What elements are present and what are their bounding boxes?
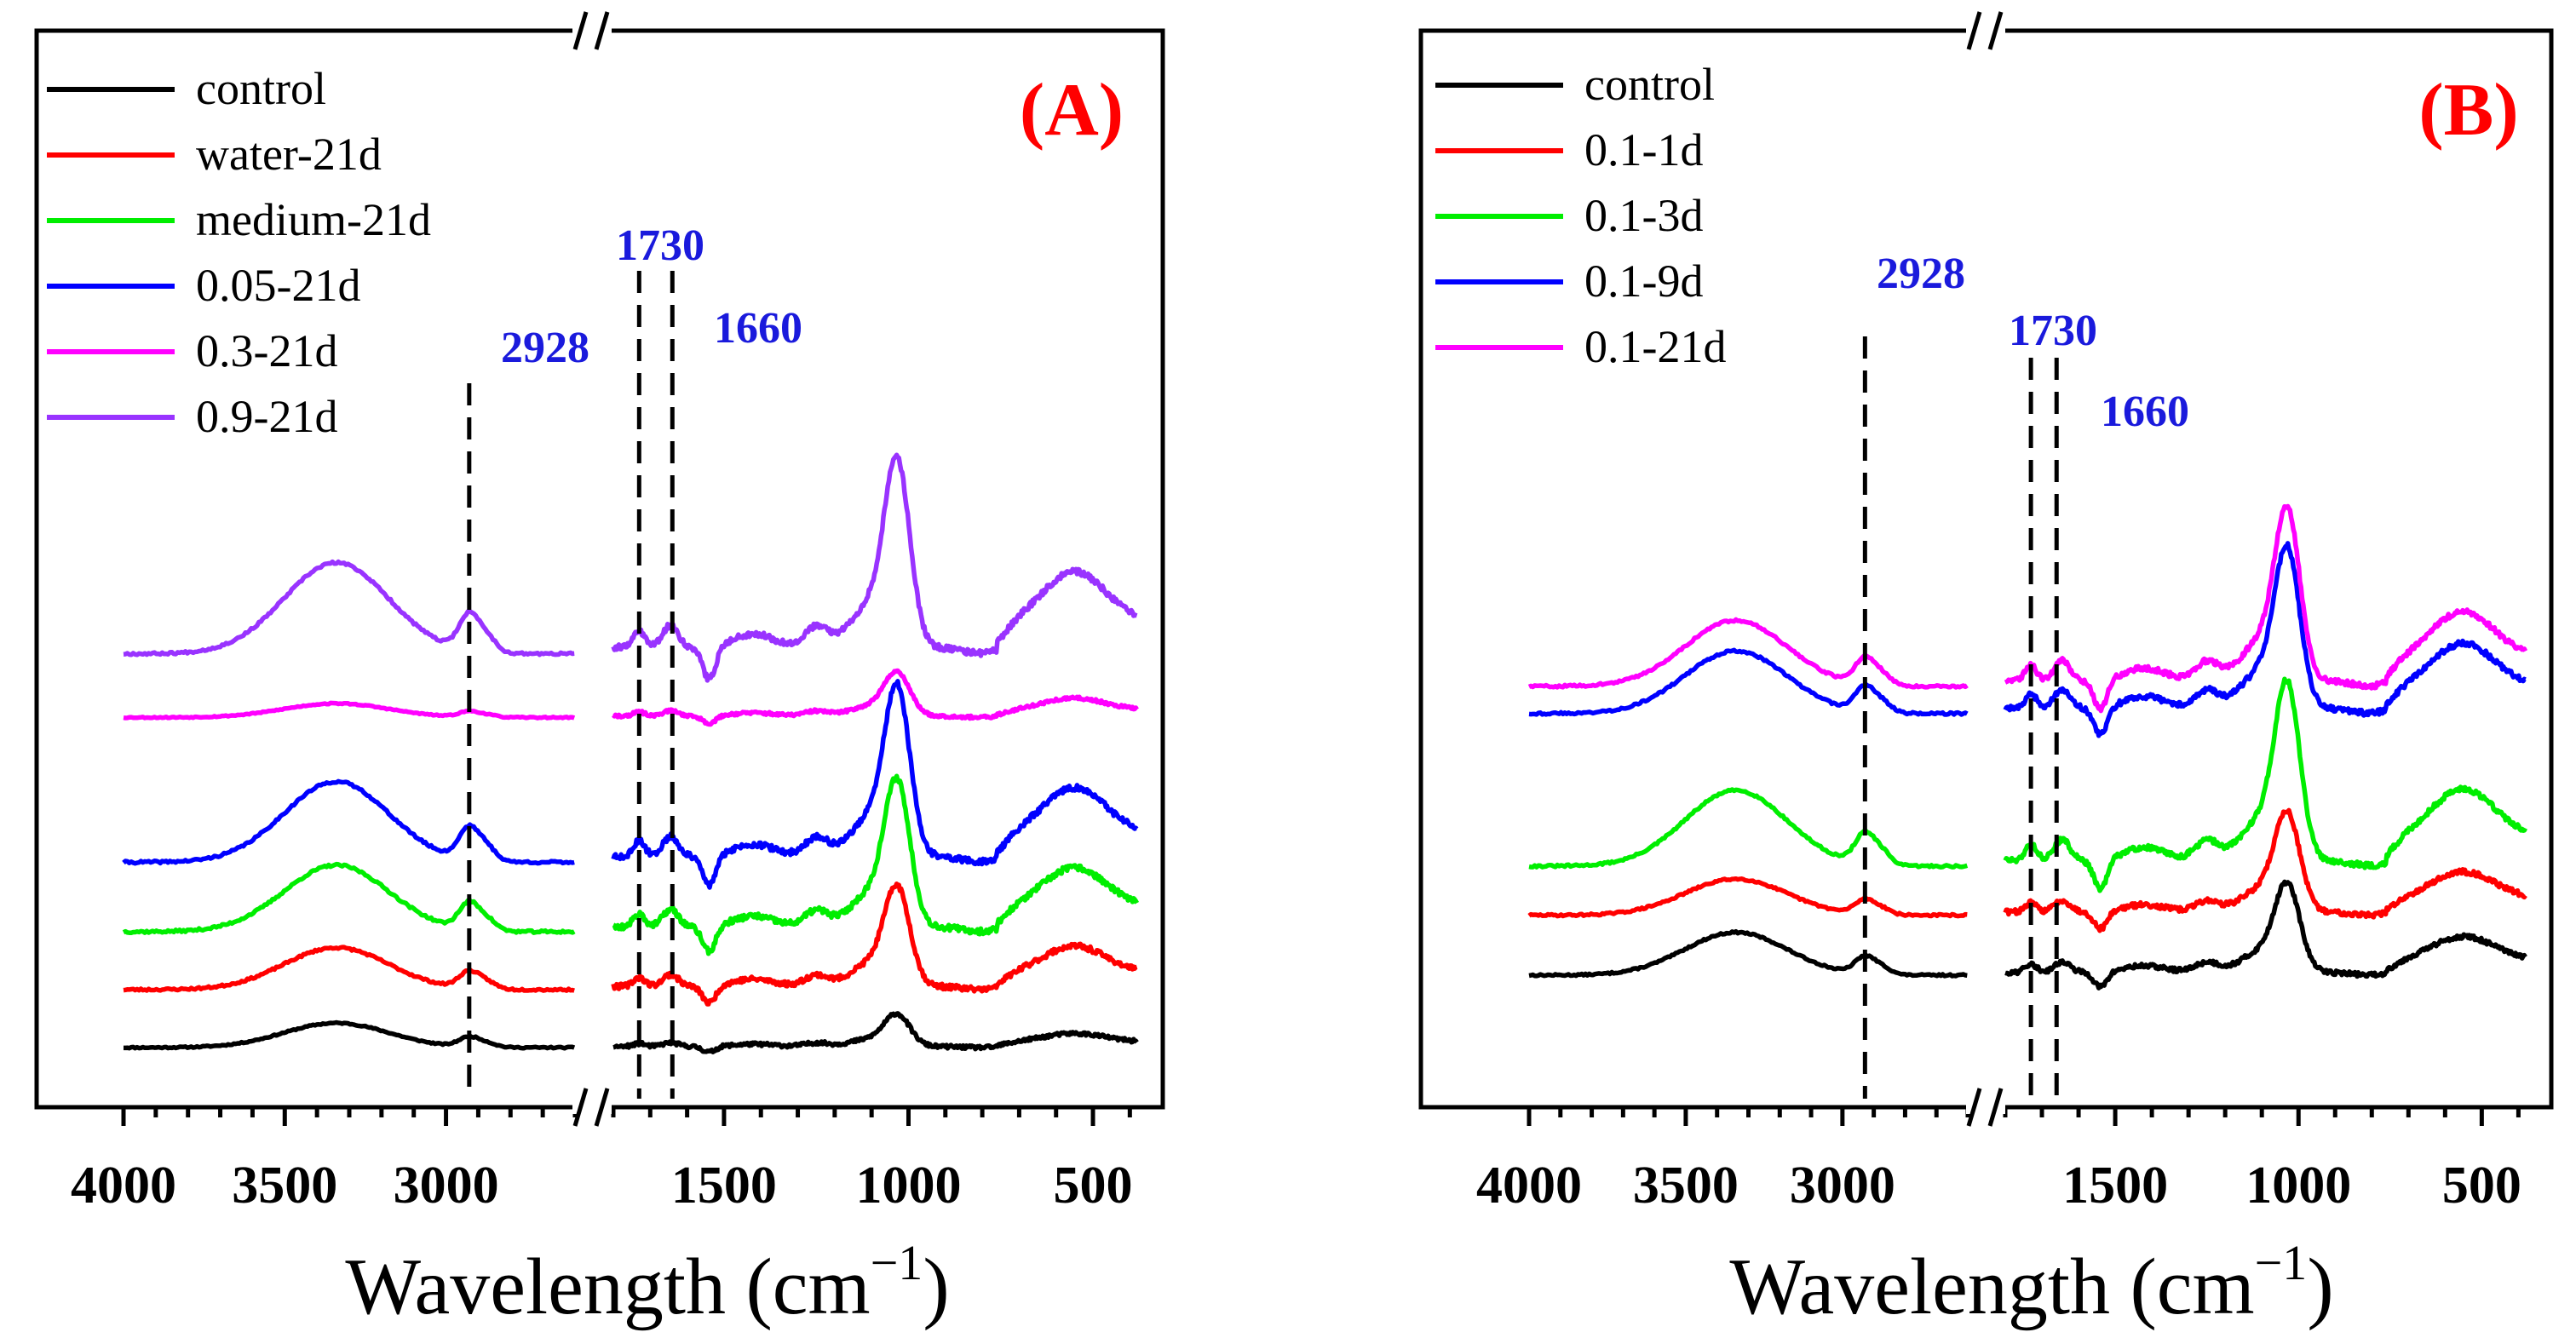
x-tick-label: 1500 [2062,1157,2168,1215]
annotation-1660-a: 1660 [714,304,802,353]
x-ticks-b: 4000 3500 3000 1500 1000 500 [1476,1107,2521,1215]
series-line-0.3-21d-left [123,700,576,721]
annotation-1730-a: 1730 [616,221,704,270]
spectra-b [1527,503,2528,991]
x-tick-label: 1000 [2245,1157,2351,1215]
series-line-water-21d-right [611,881,1139,1007]
series-line-control-right [612,1011,1139,1054]
series-line-0.9-21d-right [611,452,1139,683]
panel-label-a: (A) [1020,69,1124,152]
legend-label: control [196,63,326,114]
axis-break-marks-b [1966,11,2004,1127]
legend-label: control [1584,59,1715,110]
series-line-0.1-1d-left [1527,876,1968,919]
x-tick-label: 4000 [1476,1157,1582,1215]
x-tick-label: 3500 [232,1157,337,1215]
legend-label: 0.1-21d [1584,321,1726,372]
annotation-2928-b: 2928 [1877,250,1965,298]
panel-a: control water-21d medium-21d 0.05-21d 0.3-21… [34,11,1165,1331]
series-line-0.9-21d-left [123,559,575,658]
legend-a: control water-21d medium-21d 0.05-21d 0.3-21… [47,63,431,442]
panel-label-b: (B) [2418,69,2518,152]
legend-label: 0.1-3d [1584,190,1703,241]
series-line-control-left [1528,928,1968,979]
legend-b: control 0.1-1d 0.1-3d 0.1-9d 0.1-21d [1435,59,1726,372]
x-tick-label: 1000 [855,1157,961,1215]
x-ticks-a: 4000 3500 3000 1500 1000 500 [71,1107,1133,1215]
axis-break-marks-a [572,11,610,1127]
series-line-control-right [2004,879,2527,991]
marker-lines-a [467,271,675,1099]
x-tick-label: 500 [1054,1157,1133,1215]
series-line-0.1-3d-right [2003,676,2528,893]
annotation-2928-a: 2928 [501,324,589,372]
legend-label: 0.9-21d [196,391,337,442]
legend-label: 0.3-21d [196,325,337,376]
x-tick-label: 3000 [394,1157,499,1215]
plot-frame-a [34,28,1165,1110]
legend-label: 0.1-1d [1584,124,1703,175]
series-line-0.3-21d-right [611,668,1139,727]
marker-lines-b [1862,336,2059,1099]
legend-label: 0.1-9d [1584,256,1703,307]
series-line-medium-21d-left [122,861,576,935]
legend-label: 0.05-21d [196,260,360,311]
legend-label: water-21d [196,129,382,180]
series-line-medium-21d-right [612,773,1140,956]
legend-label: medium-21d [196,194,431,245]
series-line-0.1-9d-right [2003,541,2527,738]
x-axis-label-b: Wavelength (cm−1) [1729,1235,2333,1331]
series-line-control-left [123,1019,576,1051]
x-tick-label: 1500 [671,1157,777,1215]
series-line-0.05-21d-left [122,778,575,866]
x-tick-label: 3500 [1633,1157,1739,1215]
series-line-0.1-9d-left [1528,647,1969,717]
x-axis-label-a: Wavelength (cm−1) [345,1235,949,1331]
panel-b: control 0.1-1d 0.1-3d 0.1-9d 0.1-21d 4000 350… [1418,11,2554,1331]
x-tick-label: 500 [2442,1157,2521,1215]
series-line-0.1-3d-left [1528,787,1969,870]
x-tick-label: 3000 [1790,1157,1895,1215]
series-line-0.1-21d-right [2004,503,2528,714]
series-line-0.05-21d-right [611,679,1139,890]
annotation-1730-b: 1730 [2009,307,2097,355]
series-line-water-21d-left [123,945,575,993]
x-tick-label: 4000 [71,1157,176,1215]
series-line-0.1-1d-right [2003,807,2527,933]
series-line-0.1-21d-left [1527,617,1969,690]
annotation-1660-b: 1660 [2101,388,2189,436]
spectra-a [122,452,1140,1054]
